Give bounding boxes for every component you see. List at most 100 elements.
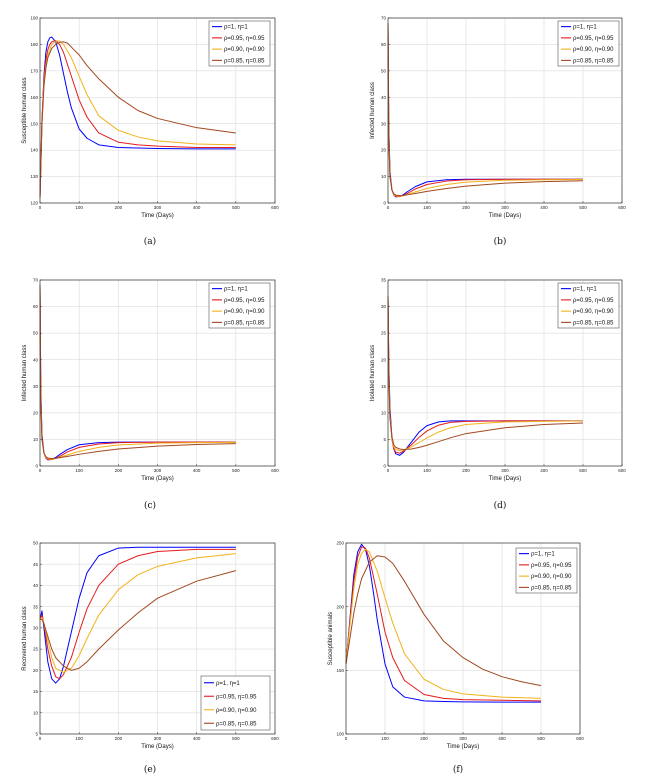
y-tick-label: 0 (383, 464, 386, 469)
legend-label: ρ=0.90, η=0.90 (531, 574, 572, 580)
x-axis-label: Time (Days) (489, 213, 521, 219)
legend-label: ρ=0.90, η=0.90 (224, 309, 265, 315)
x-tick-label: 500 (232, 736, 240, 741)
y-tick-label: 120 (30, 201, 38, 206)
legend: ρ=1, η=1 ρ=0.95, η=0.95 ρ=0.90, η=0.90 ρ=0.… (557, 20, 620, 67)
x-tick-label: 400 (193, 205, 201, 210)
x-tick-label: 0 (345, 736, 348, 741)
x-tick-label: 200 (115, 736, 123, 741)
series-line-4 (387, 23, 584, 197)
legend: ρ=1, η=1 ρ=0.95, η=0.95 ρ=0.90, η=0.90 ρ=0.… (557, 282, 620, 329)
x-tick-label: 600 (271, 468, 279, 473)
y-tick-label: 20 (381, 148, 387, 153)
panel-caption: (d) (494, 500, 507, 511)
x-tick-label: 300 (459, 736, 467, 741)
x-tick-label: 100 (381, 736, 389, 741)
legend-label: ρ=0.85, η=0.85 (531, 585, 572, 591)
legend-box (557, 20, 620, 67)
y-axis-label: Recovered human class (22, 606, 28, 670)
y-tick-label: 20 (33, 668, 39, 673)
y-tick-label: 25 (33, 647, 39, 652)
y-axis-label: Susceptible animals (328, 612, 334, 665)
x-tick-label: 200 (462, 205, 470, 210)
chart-panel-d: 0 100 200 300 400 500 600 0 5 10 15 20 25 30 35 Time (D… (370, 278, 626, 511)
legend: ρ=1, η=1 ρ=0.95, η=0.95 ρ=0.90, η=0.90 ρ=0.… (200, 675, 271, 731)
x-tick-label: 300 (501, 205, 509, 210)
series-line-4 (345, 555, 542, 687)
series-line-1 (345, 543, 541, 703)
y-tick-label: 50 (33, 331, 39, 336)
y-tick-label: 70 (33, 278, 39, 283)
series-line-4 (387, 295, 584, 451)
y-tick-label: 40 (381, 95, 387, 100)
chart-panel-b: 0 100 200 300 400 500 600 0 10 20 30 40 50 60 70 Time (… (370, 16, 626, 247)
legend-label: ρ=0.90, η=0.90 (573, 47, 614, 53)
x-tick-label: 0 (387, 468, 390, 473)
y-tick-label: 25 (381, 331, 387, 336)
x-tick-label: 500 (232, 205, 240, 210)
x-axis-label: Time (Days) (141, 213, 173, 219)
chart-panel-a: 0 100 200 300 400 500 600 120 130 140 150 160 170 180… (22, 16, 279, 247)
series-line-2 (39, 548, 236, 680)
x-tick-label: 600 (618, 205, 626, 210)
legend-label: ρ=0.90, η=0.90 (216, 708, 257, 714)
legend-label: ρ=1, η=1 (216, 681, 240, 687)
series-line-3 (345, 548, 542, 699)
x-tick-label: 200 (420, 736, 428, 741)
legend-label: ρ=0.95, η=0.95 (531, 563, 572, 569)
y-tick-label: 10 (381, 410, 387, 415)
legend-box (208, 20, 271, 67)
x-tick-label: 600 (271, 205, 279, 210)
legend-label: ρ=1, η=1 (531, 552, 555, 558)
x-tick-label: 200 (115, 468, 123, 473)
y-tick-label: 170 (30, 68, 38, 73)
y-axis-label: Susceptible human class (22, 77, 28, 143)
y-axis-label: Isolated human class (370, 345, 376, 401)
series-line-2 (39, 39, 236, 198)
series-line-3 (39, 553, 236, 673)
x-axis-label: Time (Days) (489, 476, 521, 482)
series-line-1 (39, 546, 236, 684)
y-tick-label: 0 (35, 464, 38, 469)
legend-box (515, 547, 578, 594)
legend-label: ρ=0.85, η=0.85 (573, 320, 614, 326)
x-tick-label: 300 (154, 205, 162, 210)
y-tick-label: 150 (336, 668, 344, 673)
y-tick-label: 30 (381, 304, 387, 309)
x-tick-label: 100 (75, 468, 83, 473)
y-tick-label: 60 (381, 42, 387, 47)
panel-caption: (f) (453, 764, 463, 775)
y-tick-label: 100 (336, 732, 344, 737)
y-tick-label: 10 (381, 174, 387, 179)
legend-label: ρ=0.95, η=0.95 (573, 36, 614, 42)
y-tick-label: 60 (33, 304, 39, 309)
x-tick-label: 100 (423, 205, 431, 210)
series-line-2 (345, 546, 542, 702)
y-axis-label: Infected human class (370, 82, 376, 139)
y-tick-label: 160 (30, 95, 38, 100)
x-tick-label: 400 (193, 736, 201, 741)
chart-panel-e: 0 100 200 300 400 500 600 5 10 15 20 25 30 35 40 45 50 Ti… (22, 541, 279, 775)
y-tick-label: 45 (33, 562, 39, 567)
x-tick-label: 0 (39, 736, 42, 741)
panel-caption: (b) (494, 236, 507, 247)
y-tick-label: 20 (33, 410, 39, 415)
x-tick-label: 300 (154, 468, 162, 473)
y-tick-label: 30 (33, 384, 39, 389)
y-tick-label: 50 (381, 68, 387, 73)
legend-box (557, 282, 620, 329)
legend-label: ρ=0.95, η=0.95 (573, 298, 614, 304)
y-tick-label: 0 (383, 201, 386, 206)
legend-label: ρ=1, η=1 (224, 25, 248, 31)
x-tick-label: 300 (501, 468, 509, 473)
y-tick-label: 5 (383, 437, 386, 442)
x-tick-label: 400 (540, 205, 548, 210)
x-tick-label: 500 (579, 468, 587, 473)
y-tick-label: 40 (33, 583, 39, 588)
panel-caption: (a) (144, 236, 156, 247)
panel-caption: (c) (144, 500, 156, 511)
y-tick-label: 20 (381, 357, 387, 362)
x-tick-label: 600 (618, 468, 626, 473)
y-tick-label: 50 (33, 541, 39, 546)
y-tick-label: 30 (381, 121, 387, 126)
